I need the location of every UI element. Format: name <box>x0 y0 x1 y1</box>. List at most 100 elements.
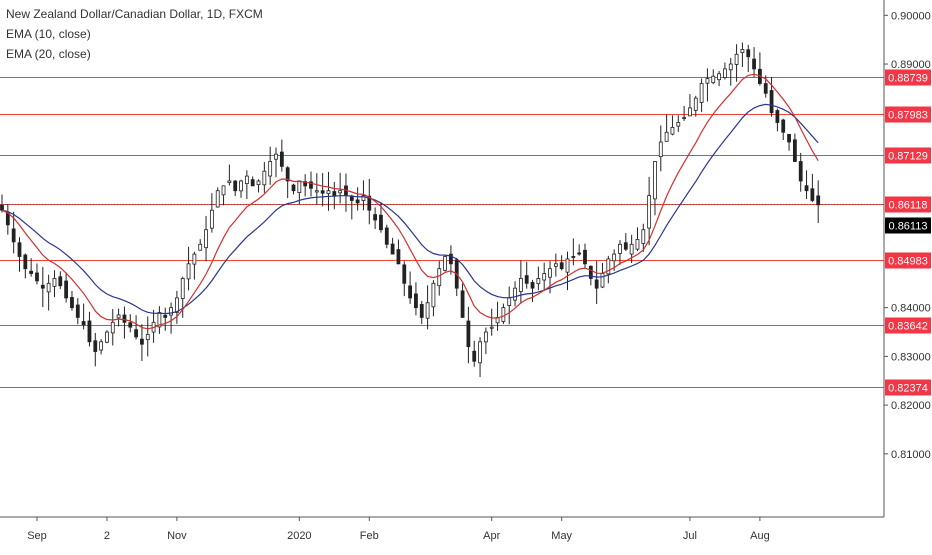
candle <box>157 306 162 334</box>
x-tick-label: Apr <box>483 530 500 542</box>
level-label-text: 0.88739 <box>888 73 928 85</box>
candle-body <box>553 263 558 267</box>
candle-body <box>501 307 506 322</box>
candle <box>140 324 144 361</box>
x-tick-label: 2020 <box>287 530 311 542</box>
candle-body <box>29 270 34 274</box>
level-label-background <box>885 69 931 86</box>
candle <box>145 316 150 357</box>
candle <box>174 290 179 324</box>
candle <box>233 180 238 197</box>
candle-body <box>728 63 733 71</box>
candle <box>723 62 727 80</box>
candle-body <box>0 205 4 211</box>
candle <box>804 170 809 200</box>
current-price-background <box>885 217 931 234</box>
indicator-ema-20[interactable]: EMA (20, close) <box>6 47 91 61</box>
candle <box>495 301 500 331</box>
candle-body <box>670 126 675 135</box>
candle-body <box>250 179 255 187</box>
candle <box>332 181 337 210</box>
candle-body <box>192 253 197 265</box>
candle-body <box>600 273 605 288</box>
candle <box>623 233 628 252</box>
candle-body <box>274 153 278 160</box>
candle-body <box>180 278 185 299</box>
candle <box>810 173 815 203</box>
level-label-text: 0.87129 <box>888 151 928 163</box>
chart-legend: New Zealand Dollar/Canadian Dollar, 1D, … <box>6 4 263 64</box>
candle <box>75 298 80 325</box>
candle <box>58 271 63 290</box>
candle <box>781 118 786 140</box>
candle-body <box>414 293 418 309</box>
candle-body <box>507 297 512 306</box>
candle <box>489 308 494 336</box>
candle <box>746 44 751 72</box>
candle-body <box>64 280 69 299</box>
candle-body <box>641 229 646 244</box>
candle <box>105 330 109 344</box>
candle <box>344 173 348 212</box>
candle <box>728 57 733 86</box>
candle <box>23 253 28 279</box>
candle-body <box>379 214 383 231</box>
candle <box>449 245 453 275</box>
candle-body <box>787 133 791 143</box>
candle-body <box>128 322 133 328</box>
candle-body <box>618 243 622 254</box>
candle-body <box>198 243 203 251</box>
candle <box>472 340 477 367</box>
y-tick-label: 0.82000 <box>891 400 931 412</box>
candle-body <box>227 180 232 184</box>
candle <box>501 303 506 325</box>
x-tick-label: Jul <box>683 530 697 542</box>
candle-body <box>361 195 366 201</box>
candle <box>355 187 360 211</box>
candle <box>5 204 10 235</box>
candle <box>250 176 255 187</box>
candle <box>583 243 587 269</box>
candle-body <box>169 307 173 316</box>
candle <box>93 332 98 367</box>
level-label-background <box>885 196 931 213</box>
candle-body <box>711 75 716 84</box>
x-tick-label: Feb <box>360 530 379 542</box>
candle <box>752 47 756 78</box>
candle-body <box>693 97 698 111</box>
candle <box>17 237 22 272</box>
level-price-label: 0.88739 <box>885 69 931 86</box>
candle-body <box>431 282 436 308</box>
candle-body <box>93 340 98 352</box>
candle-body <box>717 73 721 81</box>
candle-body <box>402 264 407 284</box>
candle-body <box>746 49 751 58</box>
candle-body <box>122 314 127 323</box>
candle <box>536 266 541 291</box>
level-price-label: 0.82374 <box>885 379 931 396</box>
candle-body <box>314 190 319 193</box>
candle-body <box>244 175 249 185</box>
indicator-ema-10[interactable]: EMA (10, close) <box>6 27 91 41</box>
candle-body <box>326 190 331 194</box>
candle <box>483 327 488 355</box>
chart-title: New Zealand Dollar/Canadian Dollar, 1D, … <box>6 7 263 21</box>
price-labels: 0.88739 0.87983 0.87129 0.86118 0.84983 0.836… <box>885 69 931 396</box>
candle <box>705 68 710 102</box>
candle <box>209 193 214 233</box>
candle-body <box>81 321 86 326</box>
candle <box>186 246 191 291</box>
candle <box>787 133 791 151</box>
candle <box>180 276 185 318</box>
candle <box>64 272 69 303</box>
candle-body <box>204 229 208 249</box>
candle-body <box>215 190 220 208</box>
candle <box>320 173 325 207</box>
candle-body <box>723 68 727 78</box>
y-tick-label: 0.83000 <box>891 351 931 363</box>
candle <box>99 339 104 355</box>
candle <box>169 302 173 334</box>
candle-body <box>647 195 652 229</box>
